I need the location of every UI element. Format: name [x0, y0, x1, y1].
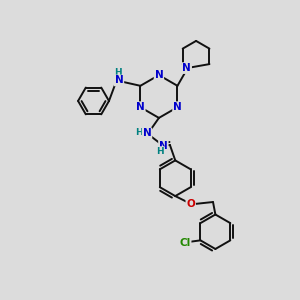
Text: N: N	[136, 102, 145, 112]
Text: H: H	[157, 147, 164, 156]
Text: H: H	[114, 68, 121, 76]
Text: N: N	[154, 70, 163, 80]
Text: Cl: Cl	[179, 238, 191, 248]
Text: N: N	[173, 102, 182, 112]
Text: N: N	[182, 63, 191, 73]
Text: N: N	[115, 76, 123, 85]
Text: H: H	[135, 128, 142, 137]
Text: O: O	[186, 200, 195, 209]
Text: N: N	[159, 141, 168, 151]
Text: N: N	[143, 128, 152, 138]
